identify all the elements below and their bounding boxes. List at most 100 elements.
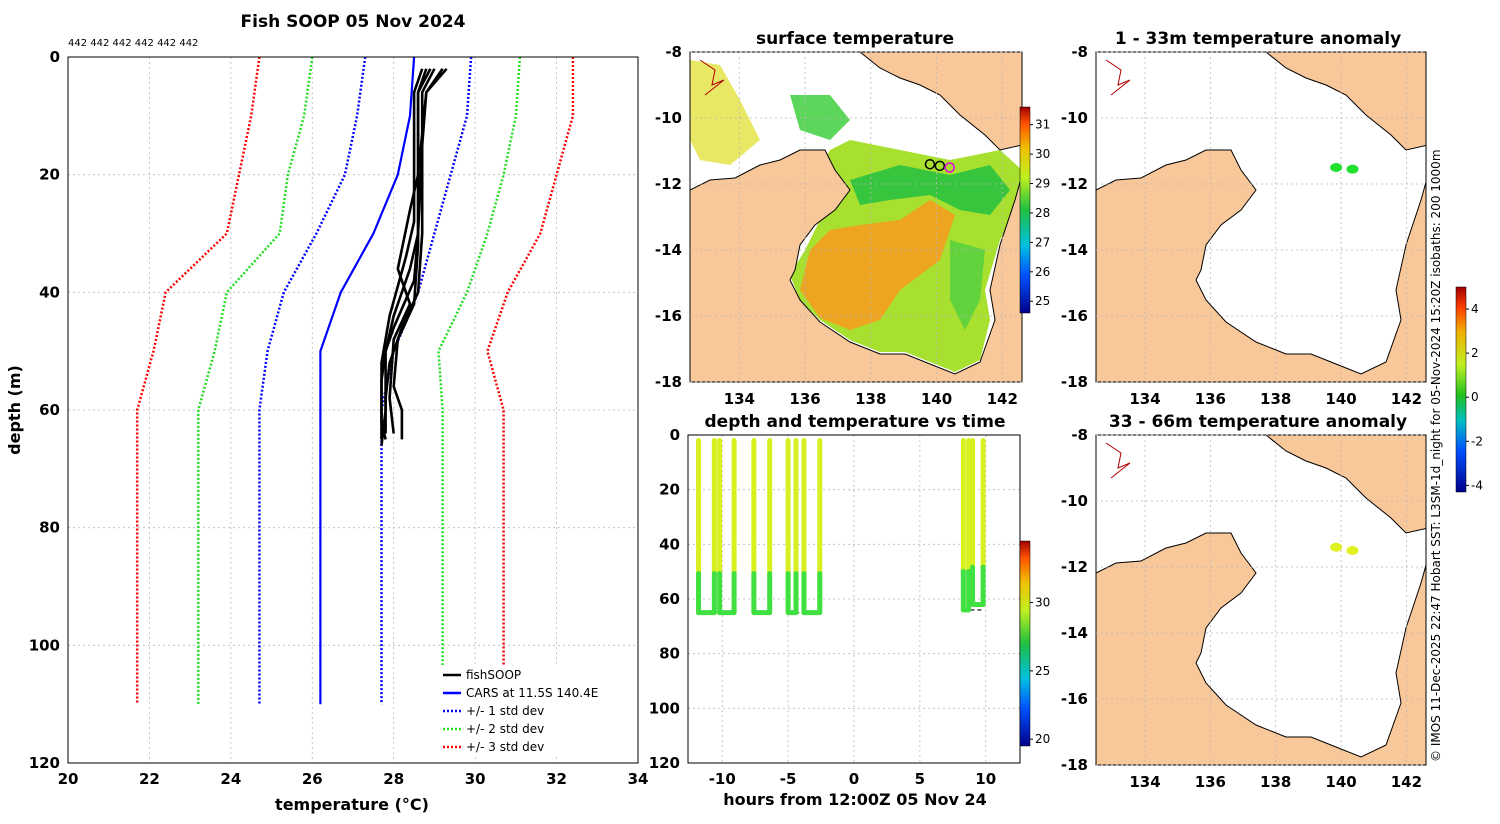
y-tick-label: 120 <box>29 754 60 772</box>
x-tick-label: 136 <box>789 390 820 408</box>
legend-label: fishSOOP <box>466 668 521 682</box>
side-credit: © IMOS 11-Dec-2025 22:47 Hobart SST: L3S… <box>1429 149 1443 762</box>
y-tick-label: -12 <box>1061 558 1088 576</box>
isobath-line <box>1105 59 1131 96</box>
colorbar-tick-label: 4 <box>1471 302 1479 316</box>
x-tick-label: 140 <box>1325 773 1356 791</box>
depth-time-chart: depth and temperature vs time -10 -5 0 5 100… <box>649 412 1051 809</box>
sst-cool-patch-east <box>950 240 985 330</box>
y-tick-label: 80 <box>39 519 60 537</box>
x-tick-label: 140 <box>921 390 952 408</box>
x-tick-label: 26 <box>302 770 323 788</box>
x-tick-label: 134 <box>1129 773 1160 791</box>
colorbar-tick-label: 30 <box>1035 596 1050 610</box>
colorbar-tick-label: 31 <box>1035 118 1050 132</box>
anomaly-ticks: 134 136 138 140 142 -8 -10 -12 -14 -16 -18 <box>1061 426 1422 791</box>
timeseries-casts <box>696 437 986 616</box>
profile-series-line <box>388 68 432 434</box>
colorbar-tick-label: 0 <box>1471 390 1479 404</box>
y-tick-label: -8 <box>665 43 682 61</box>
anomaly-point <box>1330 163 1343 172</box>
profile-series-line <box>380 68 424 440</box>
sst-west-patch <box>690 60 760 165</box>
y-tick-label: 100 <box>29 636 60 654</box>
y-tick-label: 40 <box>659 535 680 553</box>
anomaly-ticks: 134 136 138 140 142 -8 -10 -12 -14 -16 -18 <box>1061 43 1422 408</box>
legend-background <box>437 665 635 757</box>
land-new-guinea <box>1265 52 1426 151</box>
timeseries-xlabel: hours from 12:00Z 05 Nov 24 <box>723 790 986 809</box>
y-tick-label: -10 <box>1061 109 1088 127</box>
land-new-guinea <box>859 52 1022 151</box>
land-mainland <box>1096 532 1426 765</box>
profile-grid <box>67 56 639 764</box>
x-tick-label: 34 <box>628 770 649 788</box>
profile-ylabel: depth (m) <box>5 365 24 455</box>
y-tick-label: 20 <box>39 166 60 184</box>
y-tick-label: -16 <box>1061 690 1088 708</box>
colorbar-tick-label: 2 <box>1471 346 1479 360</box>
y-tick-label: -18 <box>1061 756 1088 774</box>
x-tick-label: 142 <box>1391 390 1422 408</box>
profile-xlabel: temperature (°C) <box>275 795 429 814</box>
y-tick-label: 60 <box>39 401 60 419</box>
y-tick-label: 120 <box>649 754 680 772</box>
surface-grid <box>690 51 1022 383</box>
anomaly-point <box>1330 542 1343 552</box>
profile-series-line <box>486 57 575 705</box>
x-tick-label: -5 <box>780 770 797 788</box>
profile-axes-box <box>67 56 639 764</box>
x-tick-label: 0 <box>849 770 859 788</box>
sst-cool-patch <box>850 165 1010 215</box>
x-tick-label: 140 <box>1325 390 1356 408</box>
surface-colorbar <box>1019 106 1031 314</box>
y-tick-label: -16 <box>1061 307 1088 325</box>
y-tick-label: -10 <box>655 109 682 127</box>
colorbar-tick-label: 27 <box>1035 235 1050 249</box>
profile-series-line <box>380 56 473 705</box>
colorbar-tick-label: 25 <box>1035 294 1050 308</box>
anomaly-map-field <box>1096 52 1426 382</box>
x-tick-label: 5 <box>915 770 925 788</box>
profile-series-line <box>384 68 436 434</box>
y-tick-label: -8 <box>1071 43 1088 61</box>
isobath-line <box>1105 442 1131 479</box>
surface-map-field <box>690 52 1022 382</box>
x-tick-label: 10 <box>975 770 996 788</box>
x-tick-label: 142 <box>1391 773 1422 791</box>
x-tick-label: 136 <box>1195 390 1226 408</box>
anomaly-colorbar-ticks: -4 -2 0 2 4 <box>1466 302 1483 492</box>
x-tick-label: 22 <box>139 770 160 788</box>
y-tick-label: -14 <box>655 241 682 259</box>
surface-colorbar-ticks: 25 26 27 28 29 30 31 <box>1030 118 1050 308</box>
sst-warm-patch <box>800 200 955 330</box>
x-tick-label: 136 <box>1195 773 1226 791</box>
surface-temperature-map: surface temperature 134 136 138 140 142 -8 -10… <box>655 29 1050 408</box>
land-mainland <box>1096 149 1426 382</box>
y-tick-label: 100 <box>649 699 680 717</box>
colorbar-tick-label: 28 <box>1035 206 1050 220</box>
colorbar-tick-label: 25 <box>1035 664 1050 678</box>
x-tick-label: 138 <box>1260 773 1291 791</box>
profile-chart: Fish SOOP 05 Nov 2024 442 442 442 442 44… <box>5 12 648 814</box>
colorbar-tick-label: 29 <box>1035 177 1050 191</box>
colorbar-tick-label: 20 <box>1035 732 1050 746</box>
ship-marker <box>934 160 946 172</box>
x-tick-label: 24 <box>220 770 241 788</box>
ship-marker <box>944 162 955 173</box>
anomaly-colorbar <box>1455 286 1467 493</box>
profile-ticks: 20 22 24 26 28 30 32 34 0 20 40 60 80 100 120 <box>29 48 649 788</box>
x-tick-label: 134 <box>724 390 755 408</box>
legend-label: +/- 3 std dev <box>466 740 544 754</box>
y-tick-label: 0 <box>670 426 680 444</box>
land-new-guinea <box>1265 435 1426 534</box>
timeseries-colorbar <box>1019 540 1031 747</box>
x-tick-label: 142 <box>987 390 1018 408</box>
x-tick-label: 28 <box>383 770 404 788</box>
y-tick-label: 0 <box>50 48 60 66</box>
y-tick-label: 80 <box>659 645 680 663</box>
anomaly-point <box>1346 164 1359 174</box>
y-tick-label: -12 <box>1061 175 1088 193</box>
